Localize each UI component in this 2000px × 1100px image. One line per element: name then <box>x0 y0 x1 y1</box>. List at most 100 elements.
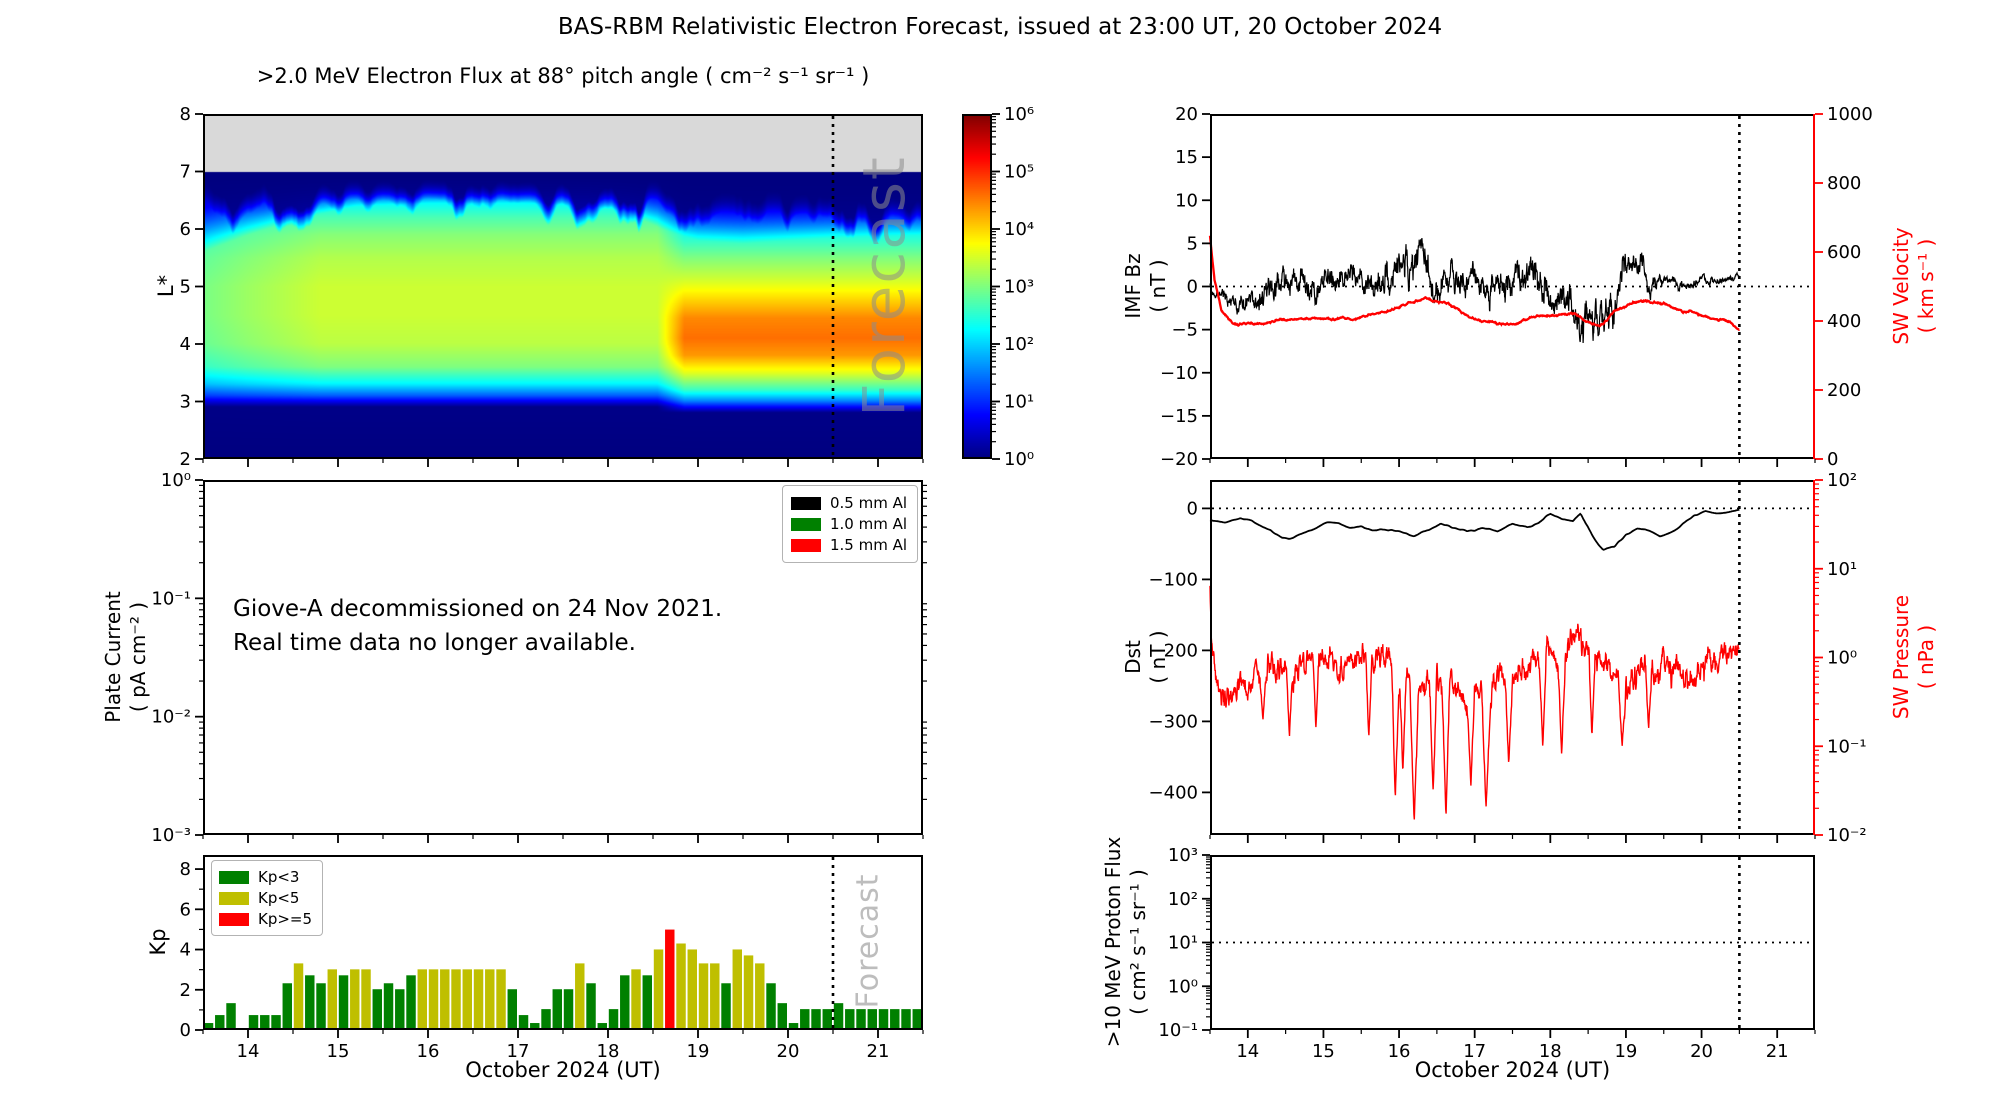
kp-bar <box>833 1003 844 1029</box>
kp-bar <box>732 949 742 1029</box>
plate-current-axes: 10⁰ 10⁻¹ 10⁻² 10⁻³ <box>151 470 927 846</box>
svg-text:10⁰: 10⁰ <box>161 470 191 491</box>
right-axis-ticks: 10² 10¹ 10⁰ 10⁻¹ 10⁻² <box>1815 470 1867 846</box>
kp-bar <box>248 1015 259 1029</box>
kp-bar <box>530 1023 540 1029</box>
svg-text:15: 15 <box>1312 1041 1335 1062</box>
kp-bar <box>811 1009 821 1029</box>
svg-text:20: 20 <box>777 1041 800 1062</box>
left-axis-ticks: 10³ 10² 10¹ 10⁰ 10⁻¹ <box>1158 845 1210 1041</box>
kp-bar <box>462 969 472 1029</box>
svg-text:10²: 10² <box>1827 470 1857 491</box>
svg-text:10²: 10² <box>1168 889 1198 910</box>
page-title: BAS-RBM Relativistic Electron Forecast, … <box>557 14 1443 40</box>
kp-bar <box>856 1009 866 1029</box>
y-minor-ticks <box>199 888 203 1011</box>
svg-text:200: 200 <box>1827 380 1861 401</box>
svg-text:21: 21 <box>1766 1041 1789 1062</box>
panel-border <box>1210 855 1815 1030</box>
series-dst <box>1209 508 1740 551</box>
kp-bar <box>327 969 337 1029</box>
legend-label: Kp<5 <box>258 889 300 907</box>
kp-bar <box>755 963 765 1029</box>
svg-text:10¹: 10¹ <box>1827 559 1857 580</box>
plate-legend: 0.5 mm Al 1.0 mm Al 1.5 mm Al <box>781 485 918 563</box>
panel-border <box>203 480 923 835</box>
legend-row: Kp<5 <box>219 889 312 907</box>
left-axis-ticks: 20 15 10 5 0 −5 −10 −15 −20 <box>1160 104 1210 470</box>
svg-text:8: 8 <box>180 104 191 125</box>
legend-label: Kp<3 <box>258 868 300 886</box>
kp-panel: 0 2 4 6 8 14 15 16 17 18 19 20 21 Kp<3 Kp<5 Kp>=5 Fore… <box>180 855 924 1062</box>
kp-bar <box>575 963 585 1029</box>
svg-text:2: 2 <box>180 449 191 470</box>
svg-text:10⁰: 10⁰ <box>1168 976 1198 997</box>
svg-text:−300: −300 <box>1149 711 1198 732</box>
panel-border <box>203 114 923 459</box>
spectrogram-title: >2.0 MeV Electron Flux at 88° pitch angl… <box>256 64 870 88</box>
svg-text:800: 800 <box>1827 173 1861 194</box>
legend-swatch <box>219 912 249 926</box>
x-axis-ticks <box>202 459 924 467</box>
svg-text:10⁻³: 10⁻³ <box>151 825 191 846</box>
svg-text:18: 18 <box>597 1041 620 1062</box>
legend-swatch <box>219 891 249 905</box>
kp-bar <box>496 969 506 1029</box>
proton-ylabel: >10 MeV Proton Flux ( cm² s⁻¹ sr⁻¹ ) <box>1101 836 1150 1048</box>
kp-bar <box>721 983 731 1029</box>
svg-text:14: 14 <box>1236 1041 1259 1062</box>
svg-text:−200: −200 <box>1149 640 1198 661</box>
kp-bar <box>451 969 461 1029</box>
kp-bar <box>665 929 675 1029</box>
svg-text:17: 17 <box>1463 1041 1486 1062</box>
kp-bar <box>800 1009 810 1029</box>
plate-ylabel: Plate Current ( pA cm⁻² ) <box>101 591 150 723</box>
kp-bar <box>608 1009 619 1029</box>
kp-bar <box>698 963 709 1029</box>
legend-row: 0.5 mm Al <box>790 494 907 512</box>
kp-bar <box>282 983 292 1029</box>
dst-ylabel: Dst ( nT ) <box>1121 630 1170 684</box>
svg-text:0: 0 <box>1187 277 1198 298</box>
sw-velocity-label: SW Velocity ( km s⁻¹ ) <box>1889 227 1938 345</box>
kp-bar <box>361 969 371 1029</box>
kp-bar <box>867 1009 877 1029</box>
svg-text:10: 10 <box>1175 190 1198 211</box>
left-axis-ticks: 10⁰ 10⁻¹ 10⁻² 10⁻³ <box>151 470 203 846</box>
kp-bar <box>743 955 754 1029</box>
svg-text:10¹: 10¹ <box>1168 933 1198 954</box>
proton-axes: 10³ 10² 10¹ 10⁰ 10⁻¹ 14 15 16 17 18 19 20 21 <box>1158 845 1816 1062</box>
kp-bar <box>822 1009 832 1029</box>
kp-axes: 0 2 4 6 8 14 15 16 17 18 19 20 21 <box>180 855 924 1062</box>
left-axis-ticks: 0 −100 −200 −300 −400 <box>1149 498 1210 803</box>
svg-text:−10: −10 <box>1160 363 1198 384</box>
kp-bar <box>676 943 686 1029</box>
svg-text:10⁰: 10⁰ <box>1004 449 1034 470</box>
colorbar-gradient <box>962 114 992 459</box>
dst-sw-pressure-panel: 0 −100 −200 −300 −400 10² 10¹ 10⁰ 10⁻¹ 10⁻² <box>1149 470 1867 846</box>
right-axis-ticks: 1000 800 600 400 200 0 <box>1815 104 1873 470</box>
svg-text:10¹: 10¹ <box>1004 392 1034 413</box>
x-axis-ticks <box>1209 459 1816 467</box>
svg-text:15: 15 <box>327 1041 350 1062</box>
colorbar-axes: 10⁶ 10⁵ 10⁴ 10³ 10² 10¹ 10⁰ <box>962 104 1034 470</box>
svg-text:10⁻¹: 10⁻¹ <box>151 588 191 609</box>
left-xlabel: October 2024 (UT) <box>465 1058 661 1082</box>
kp-bar <box>383 983 394 1029</box>
svg-text:5: 5 <box>180 277 191 298</box>
svg-text:−400: −400 <box>1149 782 1198 803</box>
svg-text:10⁻¹: 10⁻¹ <box>1158 1020 1198 1041</box>
svg-text:16: 16 <box>1388 1041 1411 1062</box>
legend-label: 0.5 mm Al <box>829 494 907 512</box>
kp-bar <box>293 963 304 1029</box>
svg-text:21: 21 <box>867 1041 890 1062</box>
svg-text:10⁴: 10⁴ <box>1004 219 1034 240</box>
kp-bar <box>316 983 326 1029</box>
panel-border <box>962 114 992 459</box>
legend-row: 1.5 mm Al <box>790 536 907 554</box>
legend-label: 1.0 mm Al <box>829 515 907 533</box>
svg-text:10⁻²: 10⁻² <box>1827 825 1867 846</box>
kp-bar <box>518 1015 529 1029</box>
kp-bar <box>653 949 664 1029</box>
series-imf-bz <box>1209 238 1740 344</box>
